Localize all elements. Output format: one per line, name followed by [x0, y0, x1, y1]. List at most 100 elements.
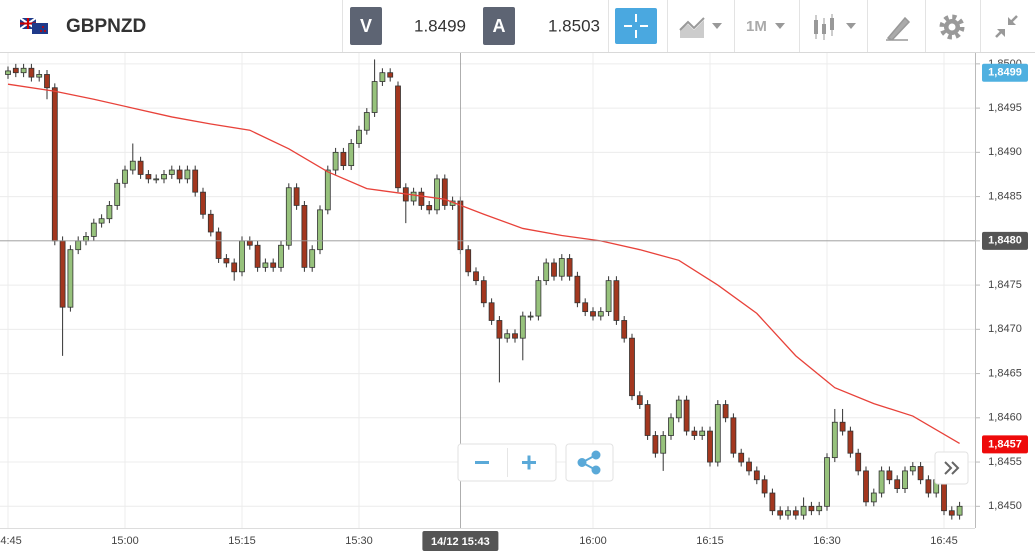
candle-style-button[interactable]: [814, 14, 856, 40]
candle-body: [761, 479, 768, 494]
price-tag-label: 1,8499: [988, 67, 1022, 79]
x-tick-label: 16:15: [696, 535, 724, 547]
x-tick-label: 16:45: [930, 535, 958, 547]
ask-button[interactable]: [483, 7, 515, 45]
x-tick-label: 15:00: [111, 535, 139, 547]
candle-body: [223, 258, 230, 264]
settings-button[interactable]: [939, 14, 965, 40]
plot-area: [0, 53, 975, 528]
y-tick-label: 1,8485: [988, 190, 1022, 202]
zoom-controls: [457, 443, 969, 485]
candle-body: [746, 461, 752, 472]
candle-body: [527, 315, 534, 318]
drawing-button[interactable]: [886, 16, 911, 41]
candle-body: [652, 435, 659, 454]
crosshair-time-box: [422, 531, 499, 551]
timeframe-button[interactable]: 1M: [746, 18, 785, 35]
candle-body: [200, 191, 206, 215]
ask-price: 1.8503: [548, 16, 600, 35]
plot: 1,8450 1,8455 1,8460 1,8465 1,8470 1,8475 1,84…: [0, 53, 1028, 551]
candle-body: [98, 218, 105, 224]
candle-body: [816, 505, 823, 512]
moving-average: [7, 83, 960, 445]
x-tick-label: 16:30: [813, 535, 841, 547]
candle-body: [909, 466, 916, 472]
toolbar-bg: [0, 0, 1035, 52]
candle-body: [504, 333, 511, 339]
crosshair-button[interactable]: [615, 8, 657, 44]
timeframe: 1M: [746, 18, 767, 35]
candle-body: [948, 510, 955, 516]
x-tick-label: 15:30: [345, 535, 373, 547]
candle-body: [28, 67, 35, 78]
toolbar: GBPNZD V 1.8499 A 1.8503 1M: [0, 0, 1035, 53]
candle-body: [902, 470, 908, 490]
collapse-button[interactable]: [995, 15, 1018, 38]
candle-body: [106, 205, 113, 220]
candle-body: [660, 435, 667, 454]
candle-body: [582, 302, 589, 313]
candle-body: [371, 81, 378, 113]
candle-body: [332, 151, 339, 171]
symbol: GBPNZD: [66, 16, 146, 37]
candle-body: [691, 430, 698, 436]
candle-body: [410, 191, 417, 202]
candle-body: [387, 72, 394, 78]
candle-body: [379, 72, 386, 82]
candle-body: [363, 112, 370, 131]
crosshair-time-label: 14/12 15:43: [431, 536, 490, 548]
candle-body: [886, 470, 893, 481]
scroll-to-end-button[interactable]: [944, 461, 960, 475]
candle-body: [590, 311, 596, 317]
zoom-in-button[interactable]: [522, 455, 536, 470]
candle-body: [863, 470, 869, 503]
candle-body: [769, 492, 776, 512]
candle-body: [184, 169, 191, 180]
share-button[interactable]: [577, 450, 601, 475]
x-tick-label: 16:00: [579, 535, 607, 547]
candle-body: [956, 505, 963, 516]
chart-type-button[interactable]: [679, 17, 722, 38]
crosshair-value-box: [982, 231, 1028, 250]
candle-body: [551, 262, 557, 277]
candle-body: [192, 169, 199, 193]
price-tag: [982, 63, 1028, 82]
price-tag-label: 1,8457: [988, 438, 1022, 450]
candle-body: [129, 160, 136, 171]
candle-body: [176, 169, 183, 180]
candle-body: [730, 417, 737, 454]
candle-body: [145, 174, 152, 180]
candle-body: [348, 143, 355, 167]
candle-body: [738, 452, 745, 463]
candle-body: [254, 244, 261, 268]
candle-body: [239, 240, 245, 273]
y-tick-label: 1,8495: [988, 102, 1022, 114]
candle-body: [824, 457, 830, 507]
candle-body: [855, 452, 862, 472]
candle-body: [566, 258, 573, 277]
candle-body: [356, 129, 362, 144]
x-tick-label: 14:45: [0, 535, 22, 547]
candle-body: [839, 421, 846, 432]
candle-body: [668, 417, 674, 436]
bid-button[interactable]: [350, 7, 382, 45]
candle-body: [20, 67, 27, 74]
price-tag: [982, 435, 1028, 454]
candle-body: [278, 244, 284, 268]
candle-body: [707, 430, 713, 463]
candle-body: [870, 492, 877, 503]
candle-body: [44, 74, 50, 89]
candle-body: [722, 404, 729, 419]
candle-body: [285, 187, 292, 246]
candle-body: [324, 169, 331, 211]
candle-body: [488, 302, 495, 321]
y-tick-label: 1,8465: [988, 367, 1022, 379]
candle-body: [699, 430, 706, 436]
candle-body: [808, 505, 815, 512]
candle-body: [246, 240, 253, 246]
candle-body: [512, 333, 518, 339]
candle-body: [122, 169, 128, 184]
ask-label: A: [493, 16, 506, 36]
candle-body: [441, 178, 448, 206]
candle-body: [434, 178, 440, 211]
